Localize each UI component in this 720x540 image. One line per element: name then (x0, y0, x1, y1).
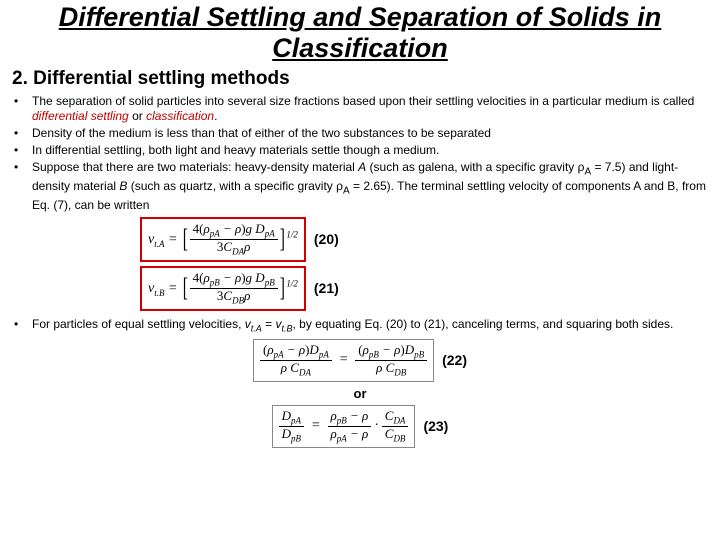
bullet-mark: • (14, 126, 32, 141)
bullet-text: Density of the medium is less than that … (32, 126, 706, 141)
or-label: or (0, 386, 720, 401)
list-item: • Suppose that there are two materials: … (14, 160, 706, 213)
bullet-text: For particles of equal settling velociti… (32, 317, 706, 335)
equation-22: (ρpA − ρ)DpA ρ CDA = (ρpB − ρ)DpB ρ CDB … (0, 339, 720, 382)
bullet-text: Suppose that there are two materials: he… (32, 160, 706, 213)
list-item: • Density of the medium is less than tha… (14, 126, 706, 141)
bullet-text: In differential settling, both light and… (32, 143, 706, 158)
eq-label: (20) (314, 231, 339, 247)
eq-label: (22) (442, 352, 467, 368)
equation-20: vt.A = [ 4(ρpA − ρ)g DpA 3CDAρ ]1/2 (20) (0, 217, 720, 262)
bullet-mark: • (14, 94, 32, 124)
bullet-list-2: • For particles of equal settling veloci… (0, 317, 720, 335)
bullet-mark: • (14, 143, 32, 158)
bullet-mark: • (14, 317, 32, 335)
slide-title: Differential Settling and Separation of … (0, 0, 720, 64)
eq-label: (21) (314, 280, 339, 296)
equation-21: vt.B = [ 4(ρpB − ρ)g DpB 3CDBρ ]1/2 (21) (0, 266, 720, 311)
eq-label: (23) (423, 418, 448, 434)
list-item: • The separation of solid particles into… (14, 94, 706, 124)
bullet-list: • The separation of solid particles into… (0, 94, 720, 213)
bullet-text: The separation of solid particles into s… (32, 94, 706, 124)
equation-23: DpA DpB = ρpB − ρ ρpA − ρ · CDA CDB (23) (0, 405, 720, 448)
bullet-mark: • (14, 160, 32, 213)
list-item: • In differential settling, both light a… (14, 143, 706, 158)
section-heading: 2. Differential settling methods (0, 64, 720, 94)
list-item: • For particles of equal settling veloci… (14, 317, 706, 335)
